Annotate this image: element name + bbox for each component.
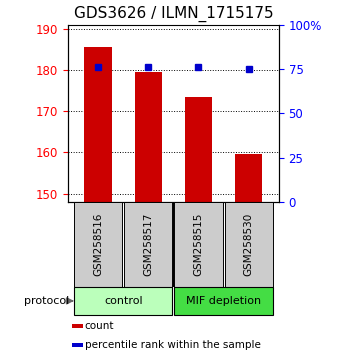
- Bar: [225, 202, 273, 287]
- Text: MIF depletion: MIF depletion: [186, 296, 261, 306]
- Bar: [74, 287, 172, 315]
- Bar: [84, 47, 112, 202]
- Text: GSM258530: GSM258530: [244, 213, 254, 276]
- Text: GSM258517: GSM258517: [143, 212, 153, 276]
- Bar: [124, 202, 172, 287]
- Bar: [185, 97, 212, 202]
- Bar: [174, 202, 223, 287]
- Bar: [235, 154, 262, 202]
- Text: GSM258515: GSM258515: [193, 212, 204, 276]
- Bar: [72, 343, 83, 347]
- Bar: [174, 287, 273, 315]
- Bar: [135, 72, 162, 202]
- Text: control: control: [104, 296, 142, 306]
- Text: count: count: [85, 321, 114, 331]
- Bar: [74, 202, 122, 287]
- Text: GSM258516: GSM258516: [93, 212, 103, 276]
- Bar: [72, 324, 83, 328]
- Text: percentile rank within the sample: percentile rank within the sample: [85, 341, 261, 350]
- Title: GDS3626 / ILMN_1715175: GDS3626 / ILMN_1715175: [73, 6, 273, 22]
- Text: protocol: protocol: [24, 296, 72, 306]
